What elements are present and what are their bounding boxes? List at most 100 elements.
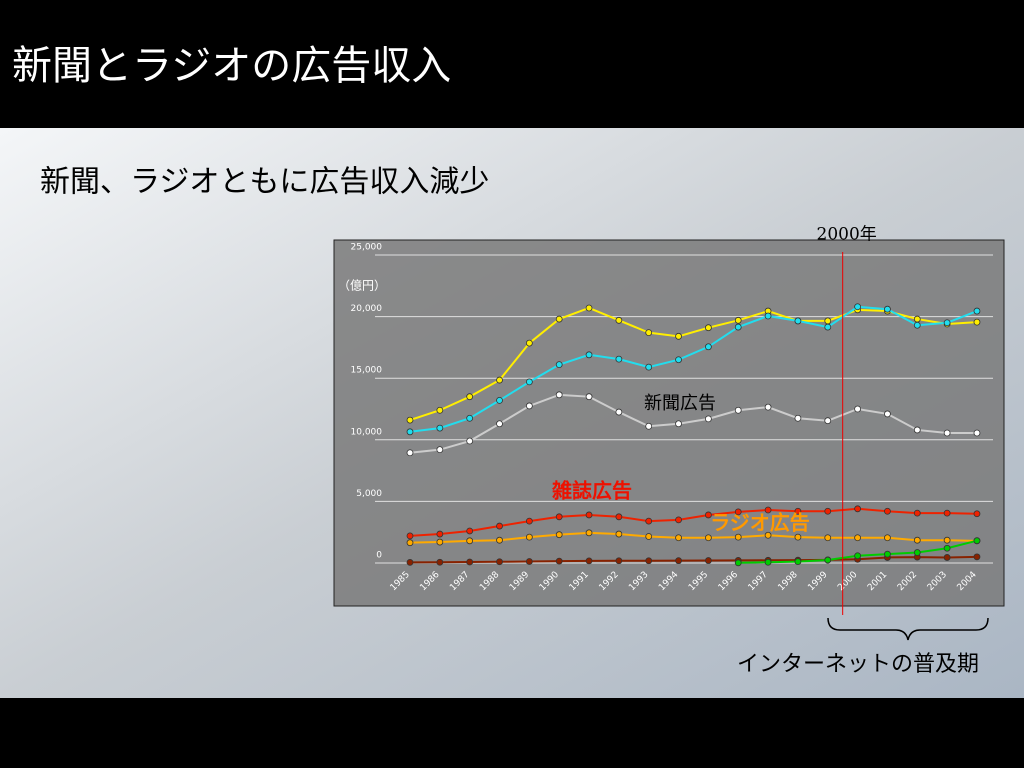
series-line [409,507,977,537]
data-point [973,307,981,315]
data-point [705,557,712,564]
data-point [973,318,981,326]
y-tick-label: 5,000 [356,489,382,499]
data-point [525,339,533,347]
data-point [466,527,474,535]
data-point [525,517,533,525]
data-point [585,557,593,565]
data-point [615,513,623,521]
annotation: 新聞広告 [644,393,716,414]
series-line [409,555,977,564]
data-point [824,534,832,542]
data-point [645,422,653,430]
data-point [585,529,593,537]
data-point [913,315,921,323]
data-point [406,416,414,424]
data-point [406,539,414,547]
y-tick-label: 0 [376,551,382,561]
data-point [525,533,533,541]
data-point [525,378,533,386]
data-point [913,321,921,329]
data-point [675,516,682,524]
data-point [913,549,921,556]
data-point [734,323,742,331]
data-point [675,534,682,542]
data-point [973,510,981,518]
data-point [943,319,951,327]
annotation: 雑誌広告 [551,479,632,503]
data-point [973,429,981,437]
data-point [466,437,474,445]
slide-subtitle: 新聞、ラジオともに広告収入減少 [40,165,489,200]
data-point [675,332,682,340]
brace-label: インターネットの普及期 [737,652,979,677]
data-point [794,558,802,566]
data-point [555,391,563,399]
series-line [409,531,977,544]
data-point [496,522,503,530]
data-point [555,513,563,521]
data-point [734,316,742,324]
y-tick-label: 10,000 [351,427,383,437]
data-point [884,550,891,558]
data-point [943,509,951,517]
data-point [436,424,444,432]
data-point [645,557,653,565]
chart-frame [333,239,1005,607]
annotation: ラジオ広告 [710,511,810,535]
data-point [525,558,533,565]
y-unit: （億円） [338,279,386,293]
data-point [973,537,981,545]
data-point [645,533,653,540]
data-point [436,538,444,546]
data-point [943,544,951,552]
data-point [406,428,414,436]
data-point [734,406,742,414]
data-point [496,376,503,384]
y-tick-label: 20,000 [351,304,383,314]
data-point [705,415,712,423]
data-point [436,530,444,538]
data-point [943,536,951,544]
data-point [406,532,414,540]
data-point [854,534,861,542]
data-point [764,531,772,539]
data-point [645,517,653,525]
data-point [854,505,861,513]
data-point [615,530,623,538]
data-point [525,402,533,410]
data-point [436,446,444,454]
data-point [406,558,414,566]
data-point [555,315,563,323]
data-point [854,405,861,413]
data-point [675,420,682,428]
data-point [794,507,802,515]
data-point [615,557,623,565]
y-tick-label: 25,000 [351,243,383,253]
vline-label: 2000年 [817,225,877,245]
data-point [466,537,474,545]
data-point [824,417,832,425]
data-point [585,511,593,519]
data-point [466,558,474,566]
data-point [764,558,772,566]
data-point [913,426,921,434]
data-point [675,356,682,364]
brace [827,617,989,641]
data-point [675,557,682,565]
data-point [555,361,563,369]
data-point [794,317,802,325]
data-point [824,556,832,564]
data-point [585,304,593,312]
data-point [555,531,563,539]
data-point [734,533,742,541]
data-point [705,534,712,542]
data-point [466,393,474,401]
data-point [764,312,772,320]
data-point [973,553,981,561]
data-point [913,509,921,517]
data-point [645,329,653,337]
data-point [496,396,503,404]
series-line [409,305,978,433]
data-point [615,408,623,416]
